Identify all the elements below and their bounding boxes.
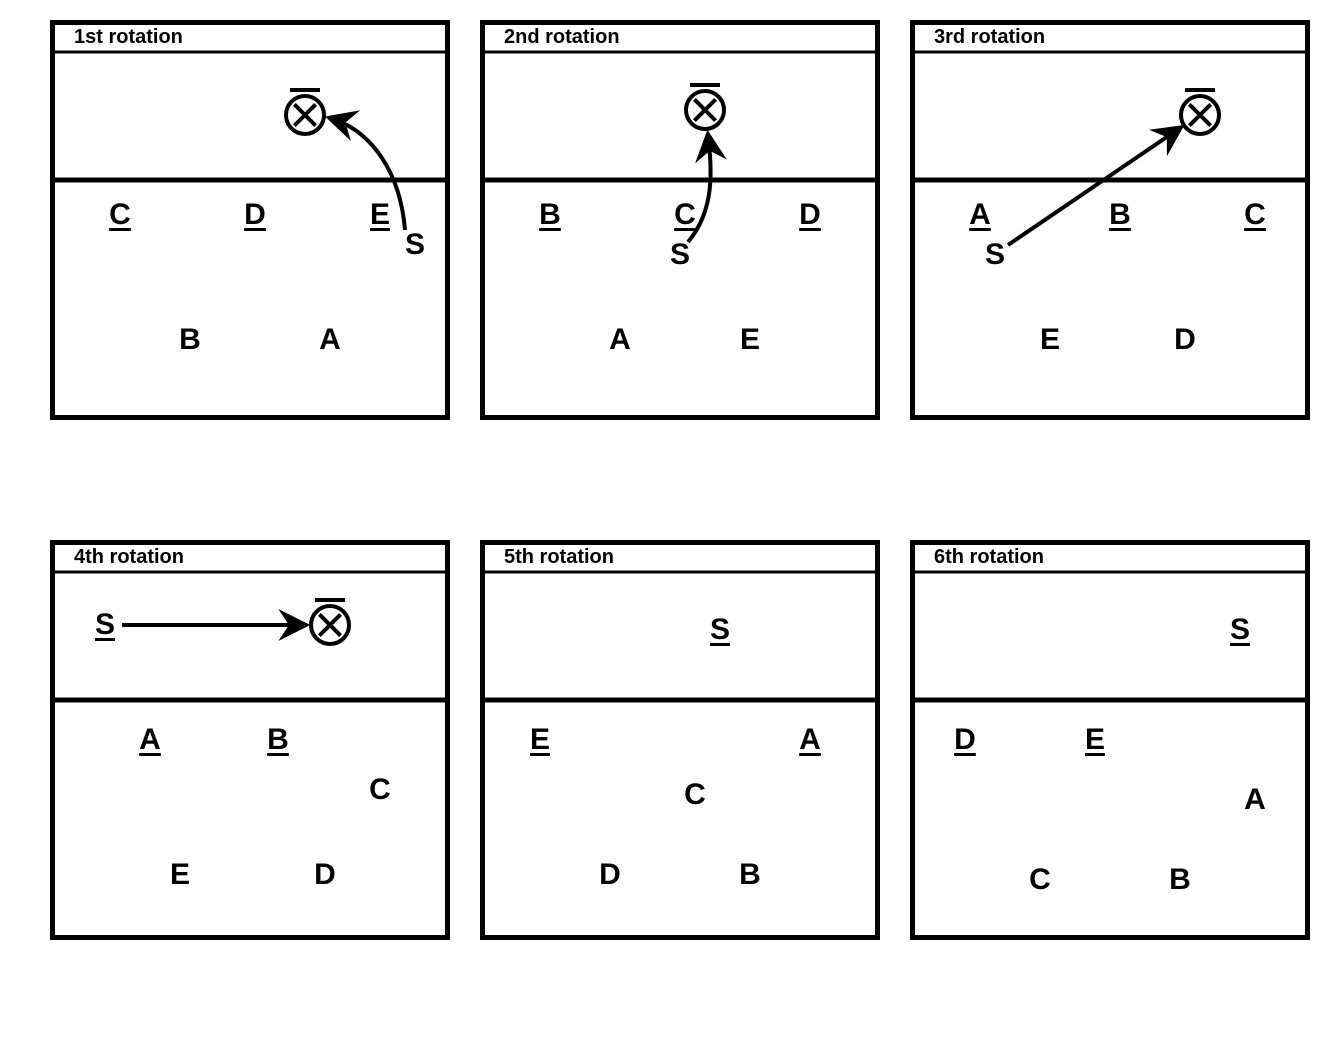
panel-title: 1st rotation [74,26,183,49]
position-label: A [139,723,161,757]
panel-title: 2nd rotation [504,26,620,49]
position-label: C [369,773,391,807]
rotations-diagram: 1st rotationCDESBA2nd rotationBCDSAE3rd … [0,0,1331,1042]
target-x-icon [684,89,726,131]
position-label: E [530,723,550,757]
panel-title: 3rd rotation [934,26,1045,49]
panel-rotation-5: 5th rotation S E A C D B [480,540,880,940]
position-label: E [370,198,390,232]
position-label: S [95,608,115,642]
position-label: A [799,723,821,757]
panel-rotation-3: 3rd rotation A B C S E D [910,20,1310,420]
position-label: D [244,198,266,232]
position-label: E [170,858,190,892]
panel-frame [50,540,450,940]
target-x-icon [284,94,326,136]
position-label: E [740,323,760,357]
position-label: B [267,723,289,757]
panel-title: 6th rotation [934,546,1044,569]
position-label: A [1244,783,1266,817]
panel-rotation-2: 2nd rotation B C D S A E [480,20,880,420]
position-label: S [405,228,425,262]
position-label: C [1244,198,1266,232]
position-label: E [1040,323,1060,357]
position-label: B [739,858,761,892]
position-label: C [684,778,706,812]
position-label: A [609,323,631,357]
panel-rotation-1: 1st rotation C D ES B A [50,20,450,420]
position-label: B [539,198,561,232]
position-label: E [1085,723,1105,757]
panel-title: 5th rotation [504,546,614,569]
panel-grid: 1st rotationCDESBA2nd rotationBCDSAE3rd … [50,20,1310,940]
panel-rotation-6: 6th rotation S D E A C B [910,540,1310,940]
position-label: S [670,238,690,272]
panel-title: 4th rotation [74,546,184,569]
position-label: C [109,198,131,232]
position-label: D [314,858,336,892]
position-label: C [674,198,696,232]
position-label: S [1230,613,1250,647]
position-label: S [985,238,1005,272]
position-label: B [1169,863,1191,897]
target-x-icon [1179,94,1221,136]
position-label: A [319,323,341,357]
position-label: B [1109,198,1131,232]
panel-rotation-4: 4th rotation S A B C E D [50,540,450,940]
position-label: D [799,198,821,232]
position-label: A [969,198,991,232]
position-label: C [1029,863,1051,897]
position-label: S [710,613,730,647]
position-label: B [179,323,201,357]
position-label: D [1174,323,1196,357]
target-x-icon [309,604,351,646]
position-label: D [599,858,621,892]
position-label: D [954,723,976,757]
